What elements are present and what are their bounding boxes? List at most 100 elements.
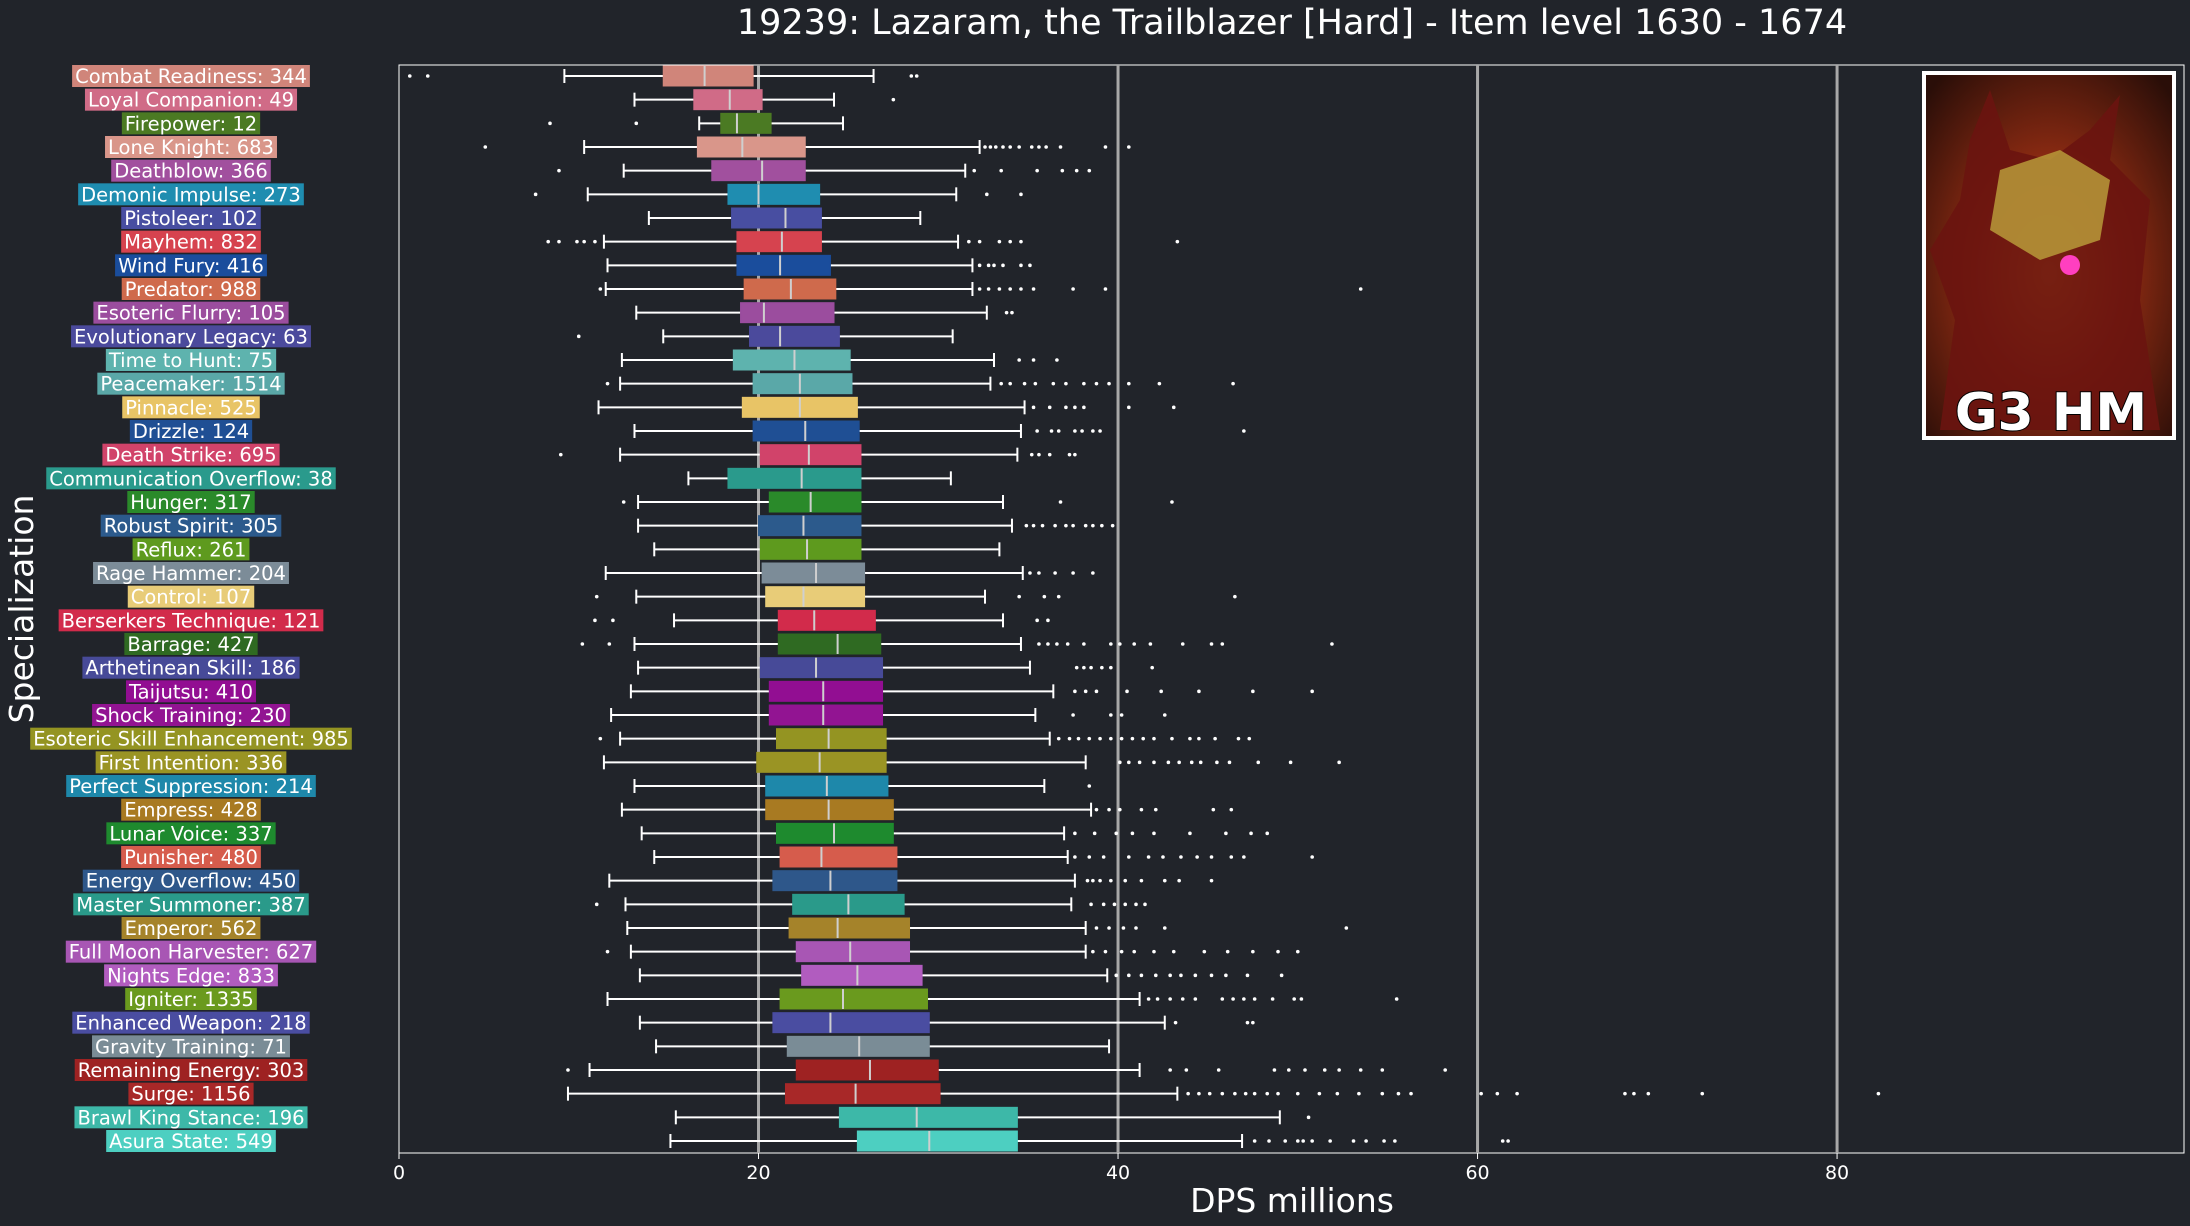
category-label: Robust Spirit: 305 [100,514,282,538]
outlier-point [1394,997,1399,1001]
box-group [638,1012,1255,1034]
outlier-point [1202,949,1207,954]
outlier-point [611,618,615,623]
category-label-background [121,846,261,868]
outlier-point [1265,831,1270,836]
category-label: Rage Hammer: 204 [93,562,289,585]
box-group [637,657,1154,679]
box-group [407,65,919,87]
outlier-point [1130,831,1135,836]
outlier-point [1225,949,1230,954]
category-label: Demonic Impulse: 273 [78,183,304,206]
outlier-point [566,1068,570,1072]
outlier-point [1152,949,1156,954]
outlier-point [1177,878,1181,883]
category-label: Lone Knight: 683 [105,136,277,159]
outlier-point [1073,452,1077,457]
category-label-text: Nights Edge: 833 [107,964,275,987]
iqr-box [772,870,898,892]
outlier-point [1137,760,1142,765]
outlier-point [891,97,896,102]
outlier-point [1101,902,1106,907]
category-label-text: Esoteric Skill Enhancement: 985 [33,728,349,751]
outlier-point [1127,973,1131,978]
outlier-point [1037,642,1041,646]
outlier-point [1134,926,1138,930]
outlier-point [1055,358,1059,362]
category-label-text: Control: 107 [131,586,251,609]
outlier-point [1211,807,1216,812]
outlier-point [1074,665,1079,670]
outlier-point [1082,381,1086,386]
category-label-background [106,822,276,845]
outlier-point [1495,1091,1500,1096]
outlier-point [1091,878,1095,883]
outlier-point [1067,736,1072,741]
outlier-point [1008,381,1012,386]
outlier-point [1074,168,1079,173]
outlier-point [1037,145,1041,149]
outlier-point [1056,736,1061,741]
category-label: Wind Fury: 416 [115,254,267,277]
box-group [629,680,1314,702]
outlier-point [1295,1091,1300,1096]
category-label-background [66,775,316,797]
box-group [566,1083,1881,1105]
category-label-background [73,893,309,916]
outlier-point [1073,855,1077,859]
outlier-point [483,145,488,149]
iqr-box [777,609,876,631]
outlier-point [1109,665,1113,670]
iqr-box [752,373,853,395]
outlier-point [1064,381,1068,386]
outlier-point [580,642,585,646]
category-label-background [71,325,311,348]
outlier-point [1008,287,1012,291]
outlier-point [1087,736,1092,741]
box-group [610,704,1167,726]
category-label-background [102,443,280,466]
category-label-background [121,230,261,253]
outlier-point [1024,523,1029,528]
outlier-point [557,239,561,244]
outlier-point [1632,1091,1636,1096]
outlier-point [1224,831,1228,836]
outlier-point [1364,1139,1368,1143]
category-label-text: Igniter: 1335 [128,988,254,1011]
category-label-text: Pinnacle: 525 [125,396,257,419]
category-label: Punisher: 480 [121,846,261,869]
category-label-text: Master Summoner: 387 [76,893,305,916]
category-label-background [128,1082,254,1105]
outlier-point [1242,855,1246,859]
outlier-point [1148,642,1153,646]
category-label-background [115,254,267,277]
outlier-point [1152,760,1156,765]
category-label: Master Summoner: 387 [73,893,309,916]
outlier-point [1019,239,1023,244]
outlier-point [1310,689,1314,694]
outlier-point [1112,902,1117,907]
box-group [533,183,1023,205]
outlier-point [1209,878,1214,883]
outlier-point [593,239,597,244]
outlier-point [546,239,550,244]
category-label-text: Combat Readiness: 344 [75,65,307,88]
outlier-point [1091,523,1095,528]
x-axis-ticks: 0 20 40 60 80 [393,1153,1849,1184]
x-tick-label: 0 [393,1162,405,1184]
category-label-text: Berserkers Technique: 121 [62,609,321,632]
category-label-text: Death Strike: 695 [105,444,276,467]
outlier-point [1243,1091,1248,1096]
outlier-point [1109,736,1113,741]
outlier-point [1035,168,1039,173]
box-group [576,325,954,347]
category-label-background [104,964,278,987]
category-label-text: Perfect Suppression: 214 [69,775,313,798]
outlier-point [1037,571,1041,575]
outlier-point [1646,1091,1651,1096]
box-group [633,89,896,111]
outlier-point [986,287,991,291]
outlier-point [1087,168,1092,173]
category-label-text: Time to Hunt: 75 [108,349,273,372]
